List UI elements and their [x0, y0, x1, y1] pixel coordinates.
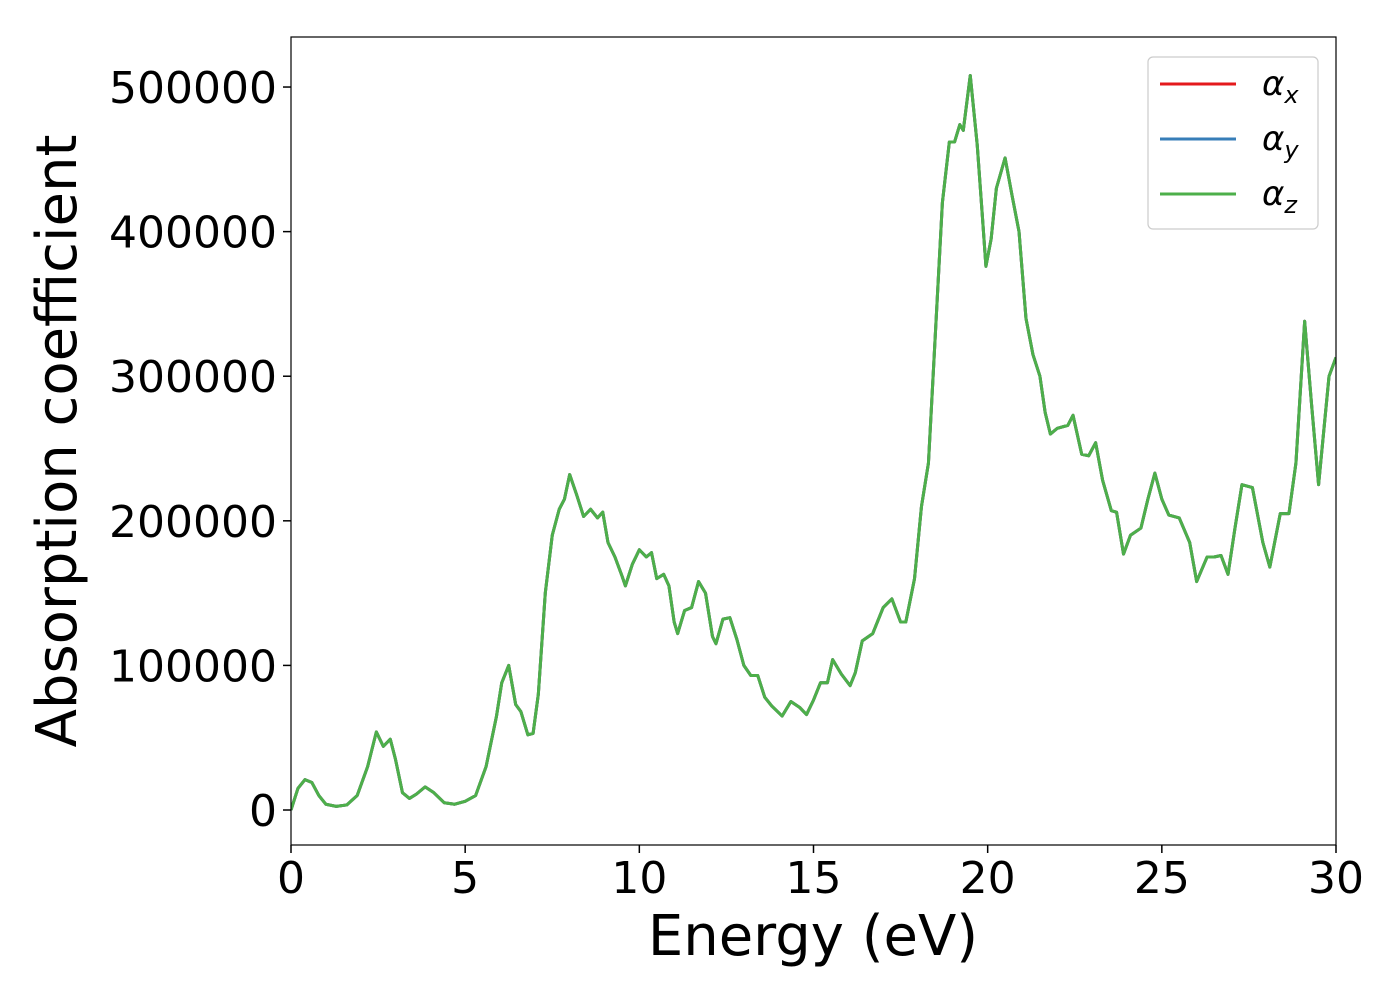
y-tick-label: 300000 [109, 352, 277, 403]
y-tick-label: 500000 [109, 63, 277, 114]
x-tick-label: 20 [960, 853, 1016, 904]
legend-box [1147, 56, 1319, 230]
x-tick-label: 10 [611, 853, 667, 904]
legend-label: αz [1262, 174, 1298, 219]
line-series [291, 73, 1336, 811]
y-tick-label: 0 [249, 786, 277, 837]
y-tick-label: 200000 [109, 497, 277, 548]
plot-area [291, 73, 1336, 811]
y-tick-label: 400000 [109, 208, 277, 259]
legend-label: αy [1262, 119, 1299, 164]
x-tick-label: 25 [1134, 853, 1190, 904]
y-axis-label: Absorption coefficient [25, 135, 90, 748]
x-tick-label: 15 [786, 853, 842, 904]
x-tick-label: 0 [277, 853, 305, 904]
x-tick-label: 30 [1308, 853, 1364, 904]
plot-frame [290, 36, 1337, 846]
y-tick-label: 100000 [109, 641, 277, 692]
x-axis-label: Energy (eV) [648, 904, 978, 969]
x-tick-label: 5 [451, 853, 479, 904]
legend-label: αx [1262, 64, 1299, 109]
